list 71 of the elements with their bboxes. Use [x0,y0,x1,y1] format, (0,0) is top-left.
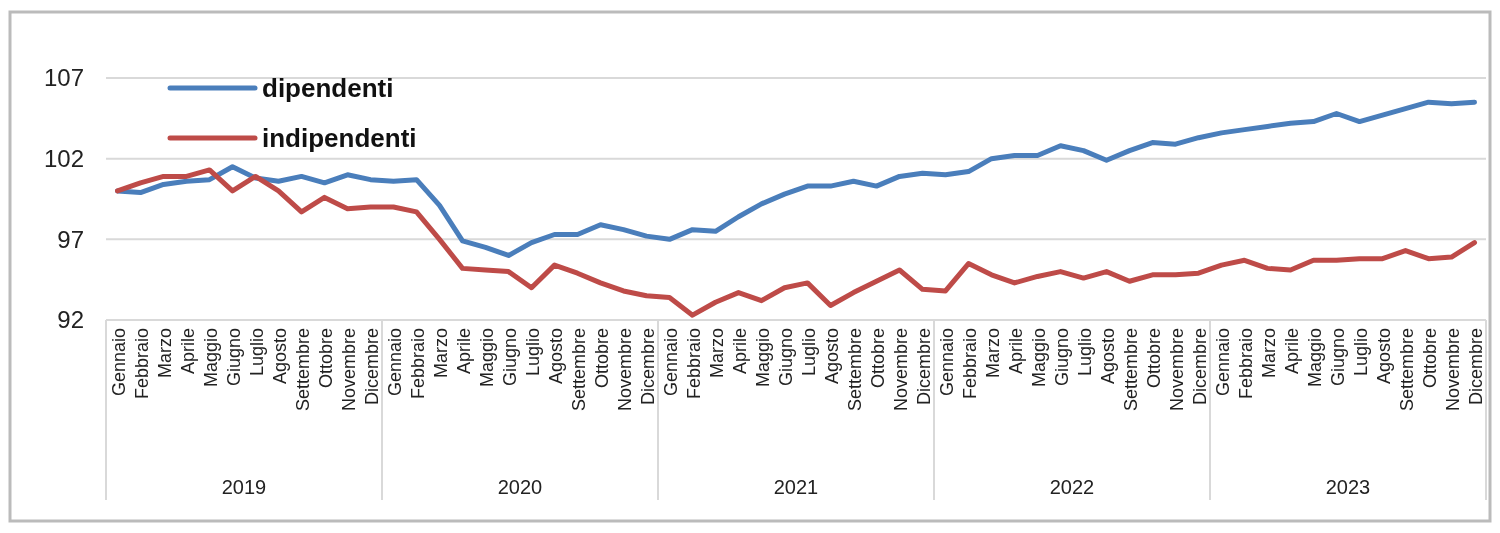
y-tick-label: 92 [57,306,84,334]
x-tick-label: Aprile [453,328,474,375]
x-tick-label: Novembre [338,328,359,412]
x-tick-label: Settembre [844,328,865,412]
x-tick-label: Luglio [522,328,543,377]
x-tick-label: Dicembre [361,328,382,406]
x-tick-label: Febbraio [1235,328,1256,400]
x-tick-label: Maggio [752,328,773,388]
x-tick-label: Luglio [246,328,267,377]
x-tick-label: Maggio [1304,328,1325,388]
x-tick-label: Marzo [1258,328,1279,379]
y-tick-label: 97 [57,225,84,253]
x-tick-label: Dicembre [913,328,934,406]
text: 2022 [1049,476,1095,498]
x-tick-label: Marzo [430,328,451,379]
x-tick-label: Settembre [568,328,589,412]
x-tick-label: Settembre [1396,328,1417,412]
x-tick-label: Giugno [1051,328,1072,387]
x-tick-label: Ottobre [867,328,888,389]
x-tick-label: Aprile [729,328,750,375]
x-tick-label: Maggio [476,328,497,388]
x-tick-label: Maggio [200,328,221,388]
y-tick-label: 107 [43,64,84,92]
x-tick-label: Aprile [1281,328,1302,375]
x-tick-label: Novembre [1166,328,1187,412]
x-tick-label: Giugno [1327,328,1348,387]
x-tick-label: Settembre [292,328,313,412]
x-tick-label: Gennaio [384,328,405,397]
y-tick-label: 102 [43,145,84,173]
x-tick-label: Marzo [706,328,727,379]
text: 2023 [1325,476,1371,498]
x-tick-label: Gennaio [108,328,129,397]
x-tick-label: Agosto [269,328,290,385]
x-tick-label: Luglio [1350,328,1371,377]
x-tick-label: Ottobre [591,328,612,389]
text: 2021 [773,476,819,498]
x-tick-label: Giugno [223,328,244,387]
x-tick-label: Luglio [1074,328,1095,377]
x-tick-label: Dicembre [1465,328,1486,406]
text: 2019 [221,476,267,498]
legend-label: dipendenti [262,73,394,104]
x-tick-label: Agosto [1097,328,1118,385]
x-tick-label: Maggio [1028,328,1049,388]
x-tick-label: Ottobre [1143,328,1164,389]
x-tick-label: Ottobre [315,328,336,389]
x-tick-label: Dicembre [1189,328,1210,406]
x-tick-label: Gennaio [1212,328,1233,397]
x-tick-label: Aprile [177,328,198,375]
x-tick-label: Febbraio [683,328,704,400]
x-tick-label: Febbraio [407,328,428,400]
x-tick-label: Gennaio [660,328,681,397]
x-tick-label: Novembre [1442,328,1463,412]
x-tick-label: Novembre [890,328,911,412]
x-tick-label: Agosto [1373,328,1394,385]
x-tick-label: Agosto [821,328,842,385]
x-tick-label: Settembre [1120,328,1141,412]
x-tick-label: Febbraio [959,328,980,400]
text: 2020 [497,476,543,498]
x-tick-label: Marzo [982,328,1003,379]
x-tick-label: Febbraio [131,328,152,400]
legend-label: indipendenti [262,123,417,154]
x-tick-label: Novembre [614,328,635,412]
x-tick-label: Luglio [798,328,819,377]
x-tick-label: Marzo [154,328,175,379]
x-tick-label: Gennaio [936,328,957,397]
x-tick-label: Agosto [545,328,566,385]
x-tick-label: Giugno [775,328,796,387]
x-tick-label: Ottobre [1419,328,1440,389]
x-tick-label: Dicembre [637,328,658,406]
x-tick-label: Aprile [1005,328,1026,375]
x-tick-label: Giugno [499,328,520,387]
